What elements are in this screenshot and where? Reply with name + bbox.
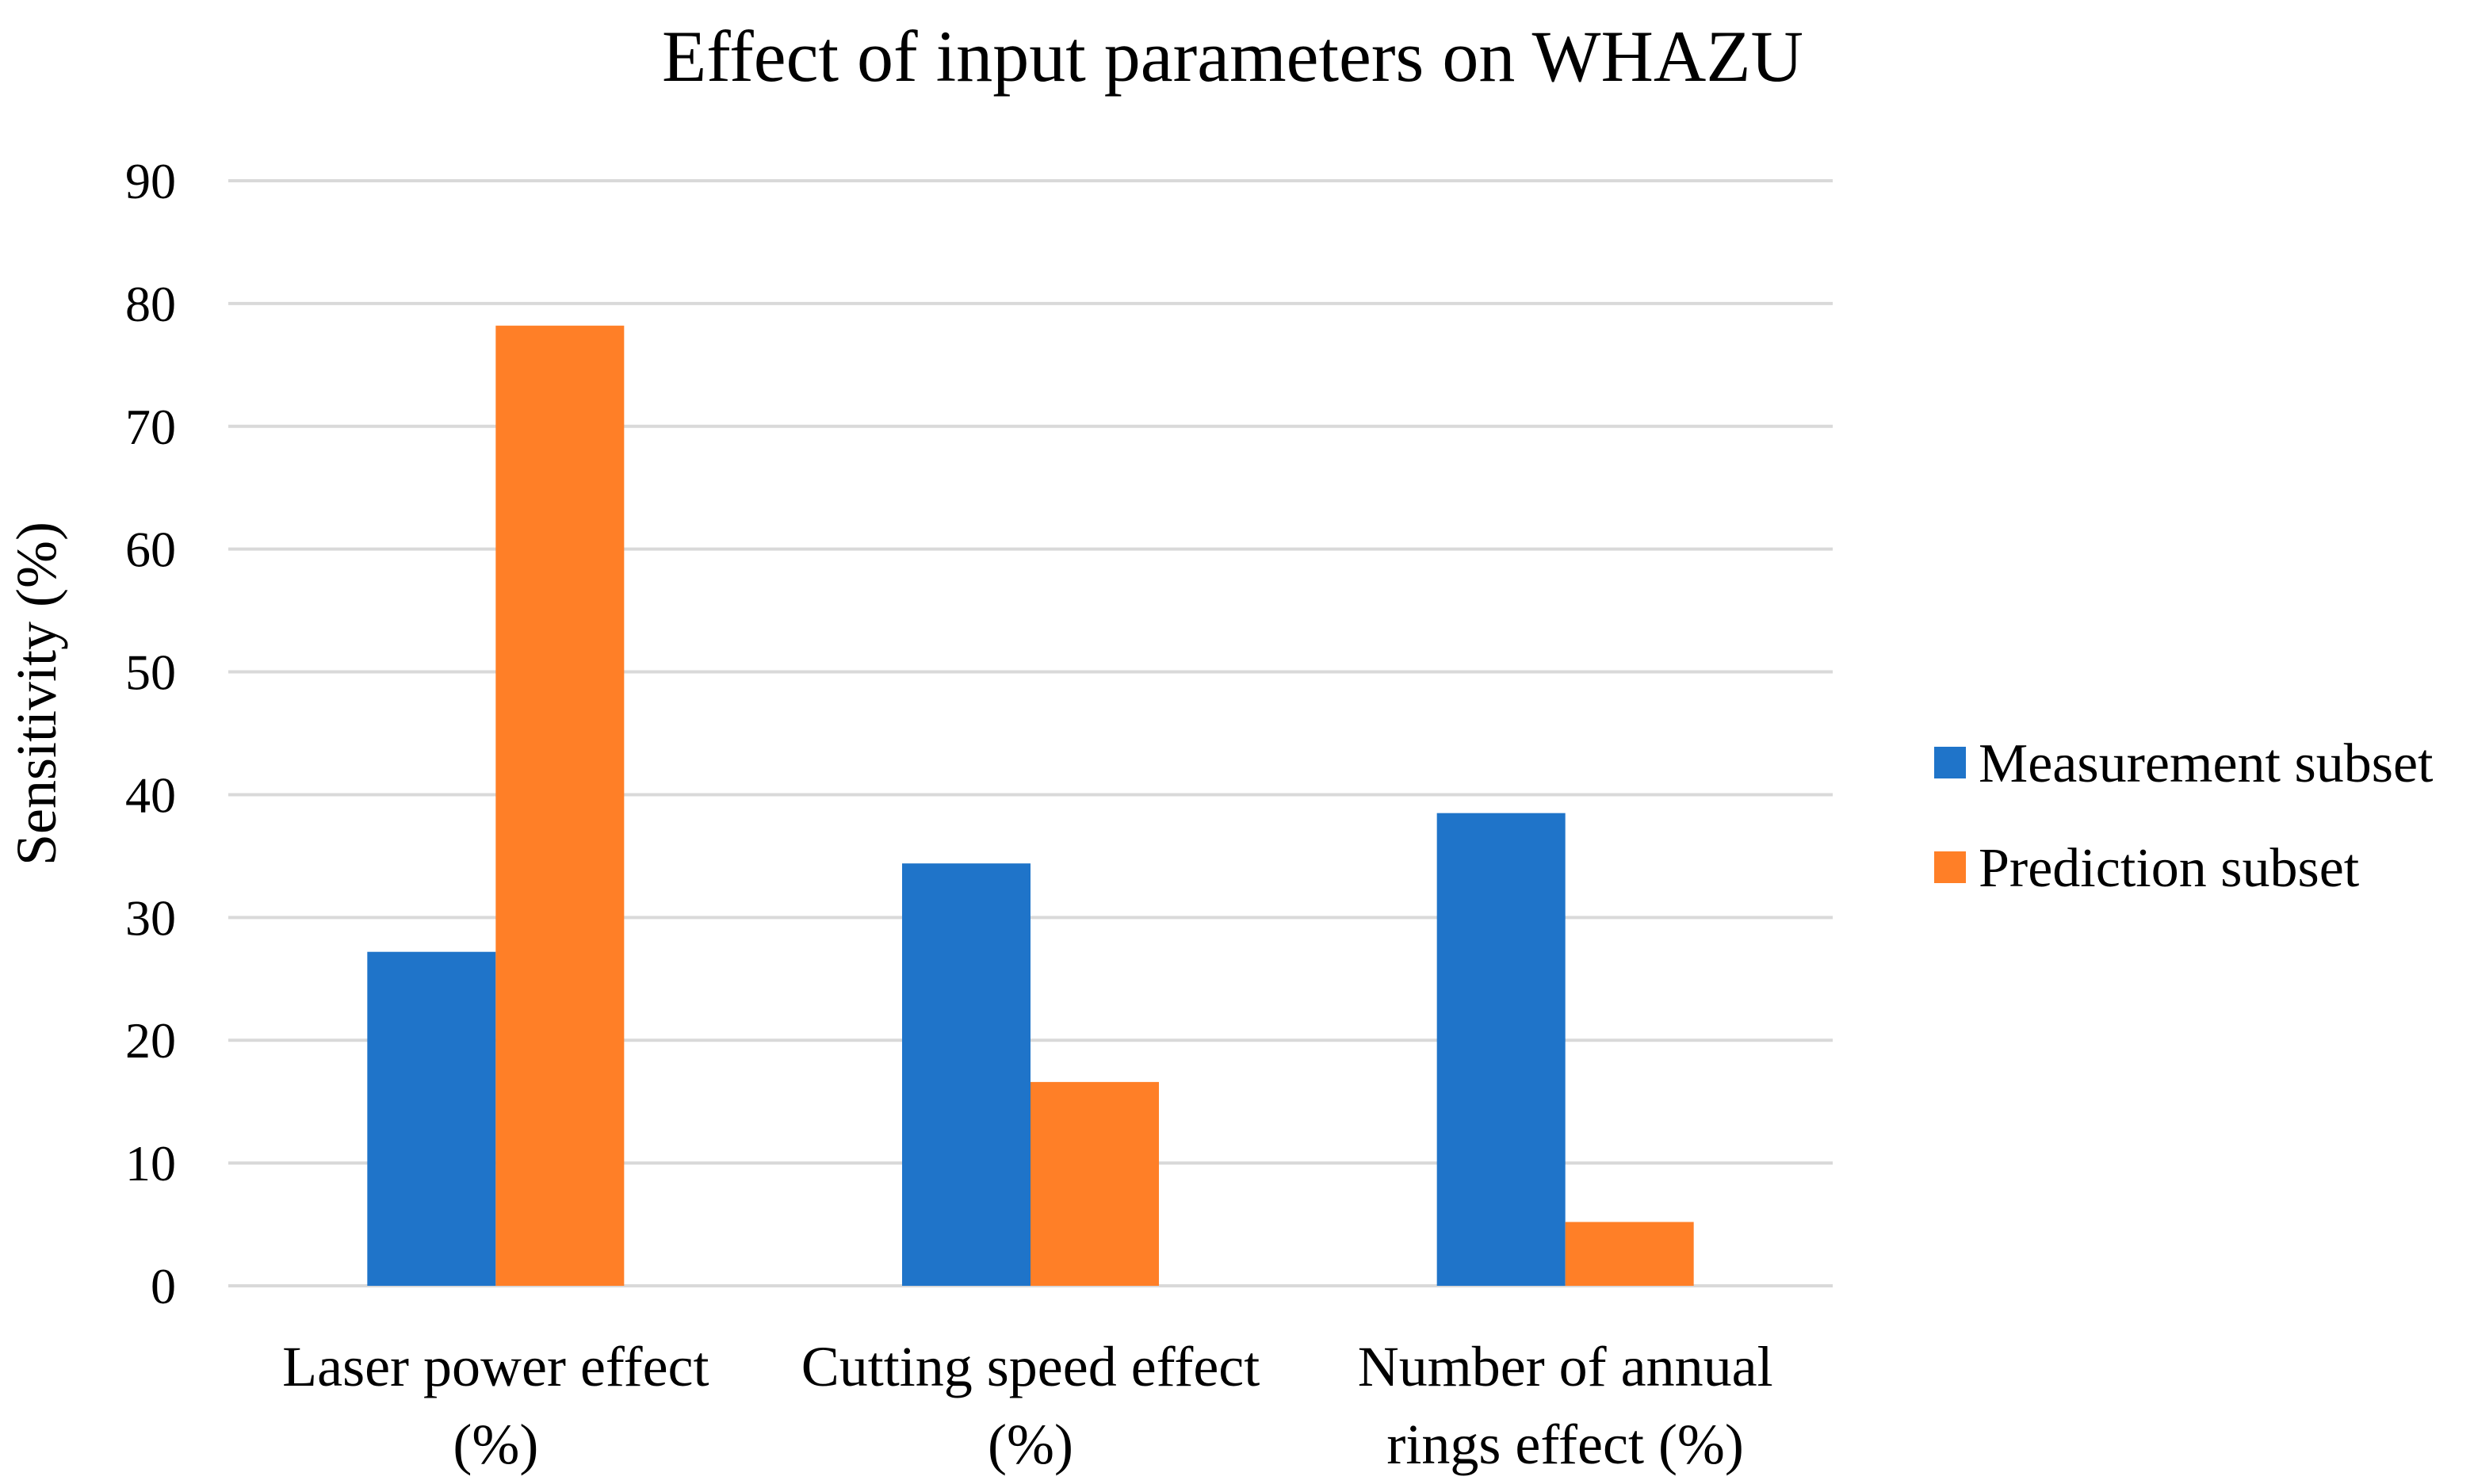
x-category-label-0-line-1: (%) [453, 1413, 538, 1476]
y-tick-label-20: 20 [125, 1012, 176, 1069]
bar-prediction-subset-2 [1565, 1222, 1694, 1286]
chart-title: Effect of input parameters on WHAZU [662, 16, 1803, 97]
x-category-label-2-line-1: rings effect (%) [1386, 1413, 1743, 1476]
bar-prediction-subset-1 [1031, 1081, 1159, 1286]
y-tick-label-30: 30 [125, 889, 176, 946]
legend-label-0: Measurement subset [1979, 733, 2434, 794]
y-tick-label-40: 40 [125, 767, 176, 823]
legend-swatch-1 [1934, 851, 1966, 883]
y-tick-label-80: 80 [125, 276, 176, 332]
bar-measurement-subset-1 [902, 863, 1031, 1286]
legend-label-1: Prediction subset [1979, 838, 2360, 899]
y-axis-title: Sensitivity (%) [5, 522, 68, 866]
legend: Measurement subset Prediction subset [1934, 733, 2434, 899]
y-tick-label-70: 70 [125, 399, 176, 455]
x-category-label-2-line-0: Number of annual [1358, 1335, 1773, 1398]
y-tick-label-50: 50 [125, 644, 176, 701]
y-axis-ticks: 0 10 20 30 40 50 60 70 80 90 [125, 153, 176, 1314]
y-tick-label-60: 60 [125, 522, 176, 578]
bars [367, 325, 1694, 1286]
legend-swatch-0 [1934, 747, 1966, 778]
y-tick-label-0: 0 [151, 1258, 176, 1314]
x-axis-categories: Laser power effect (%) Cutting speed effec… [282, 1335, 1772, 1476]
y-tick-label-90: 90 [125, 153, 176, 209]
y-tick-label-10: 10 [125, 1135, 176, 1191]
bar-measurement-subset-0 [367, 951, 496, 1286]
bar-measurement-subset-2 [1436, 813, 1566, 1286]
x-category-label-1-line-1: (%) [988, 1413, 1073, 1476]
x-category-label-0-line-0: Laser power effect [282, 1335, 709, 1398]
x-category-label-1-line-0: Cutting speed effect [801, 1335, 1260, 1398]
bar-prediction-subset-0 [495, 325, 625, 1286]
